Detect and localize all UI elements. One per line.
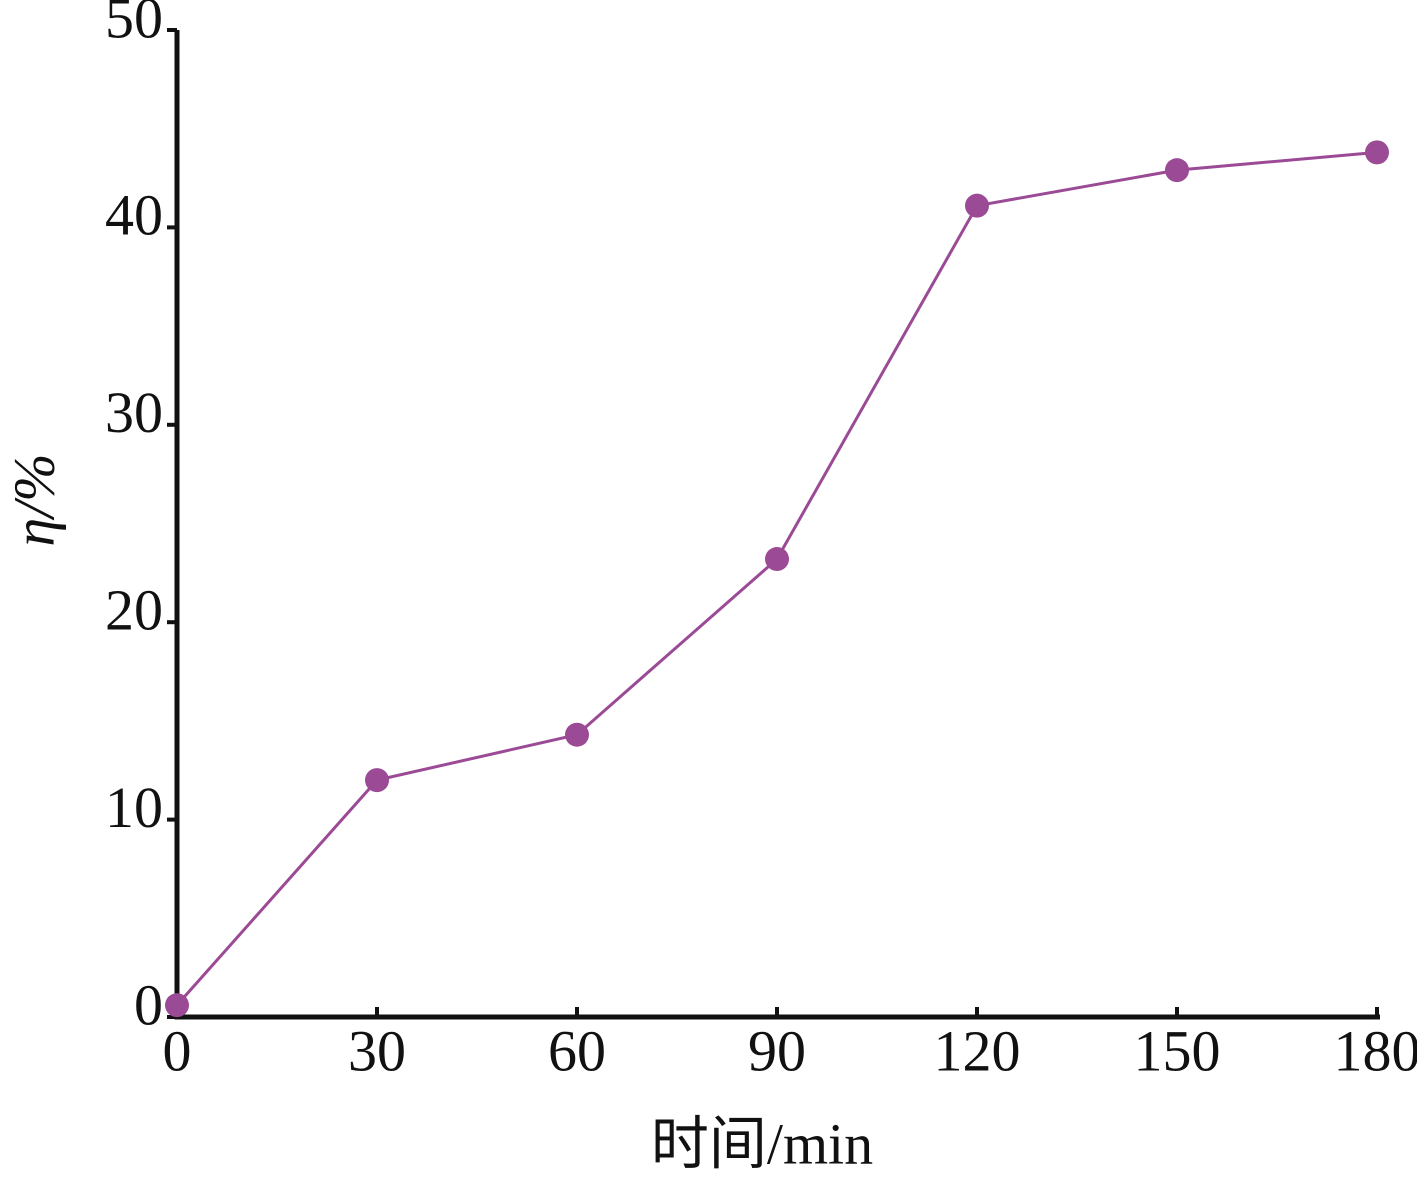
y-tick-label: 0 bbox=[134, 972, 163, 1037]
x-tick-label: 150 bbox=[1134, 1018, 1221, 1083]
marker bbox=[565, 722, 589, 747]
y-tick-label: 40 bbox=[105, 183, 163, 248]
x-axis-label: 时间/min bbox=[651, 1111, 873, 1176]
marker bbox=[965, 193, 989, 218]
y-tick-label: 20 bbox=[105, 578, 163, 643]
y-tick-label: 30 bbox=[105, 380, 163, 445]
marker bbox=[365, 768, 389, 793]
x-tick-label: 90 bbox=[748, 1018, 806, 1083]
marker bbox=[1165, 158, 1189, 183]
y-tick-label: 50 bbox=[105, 0, 163, 50]
x-tick-label: 60 bbox=[548, 1018, 606, 1083]
axes bbox=[174, 30, 1380, 1020]
x-tick-label: 180 bbox=[1334, 1018, 1417, 1083]
x-tick-label: 30 bbox=[348, 1018, 406, 1083]
line bbox=[175, 150, 1378, 1007]
marker bbox=[1365, 140, 1389, 165]
y-tick-label: 10 bbox=[105, 775, 163, 840]
y-axis-label: η/% bbox=[1, 453, 66, 546]
x-tick-label: 120 bbox=[934, 1018, 1021, 1083]
marker bbox=[165, 993, 189, 1018]
marker bbox=[765, 547, 789, 572]
x-tick-label: 0 bbox=[163, 1018, 192, 1083]
